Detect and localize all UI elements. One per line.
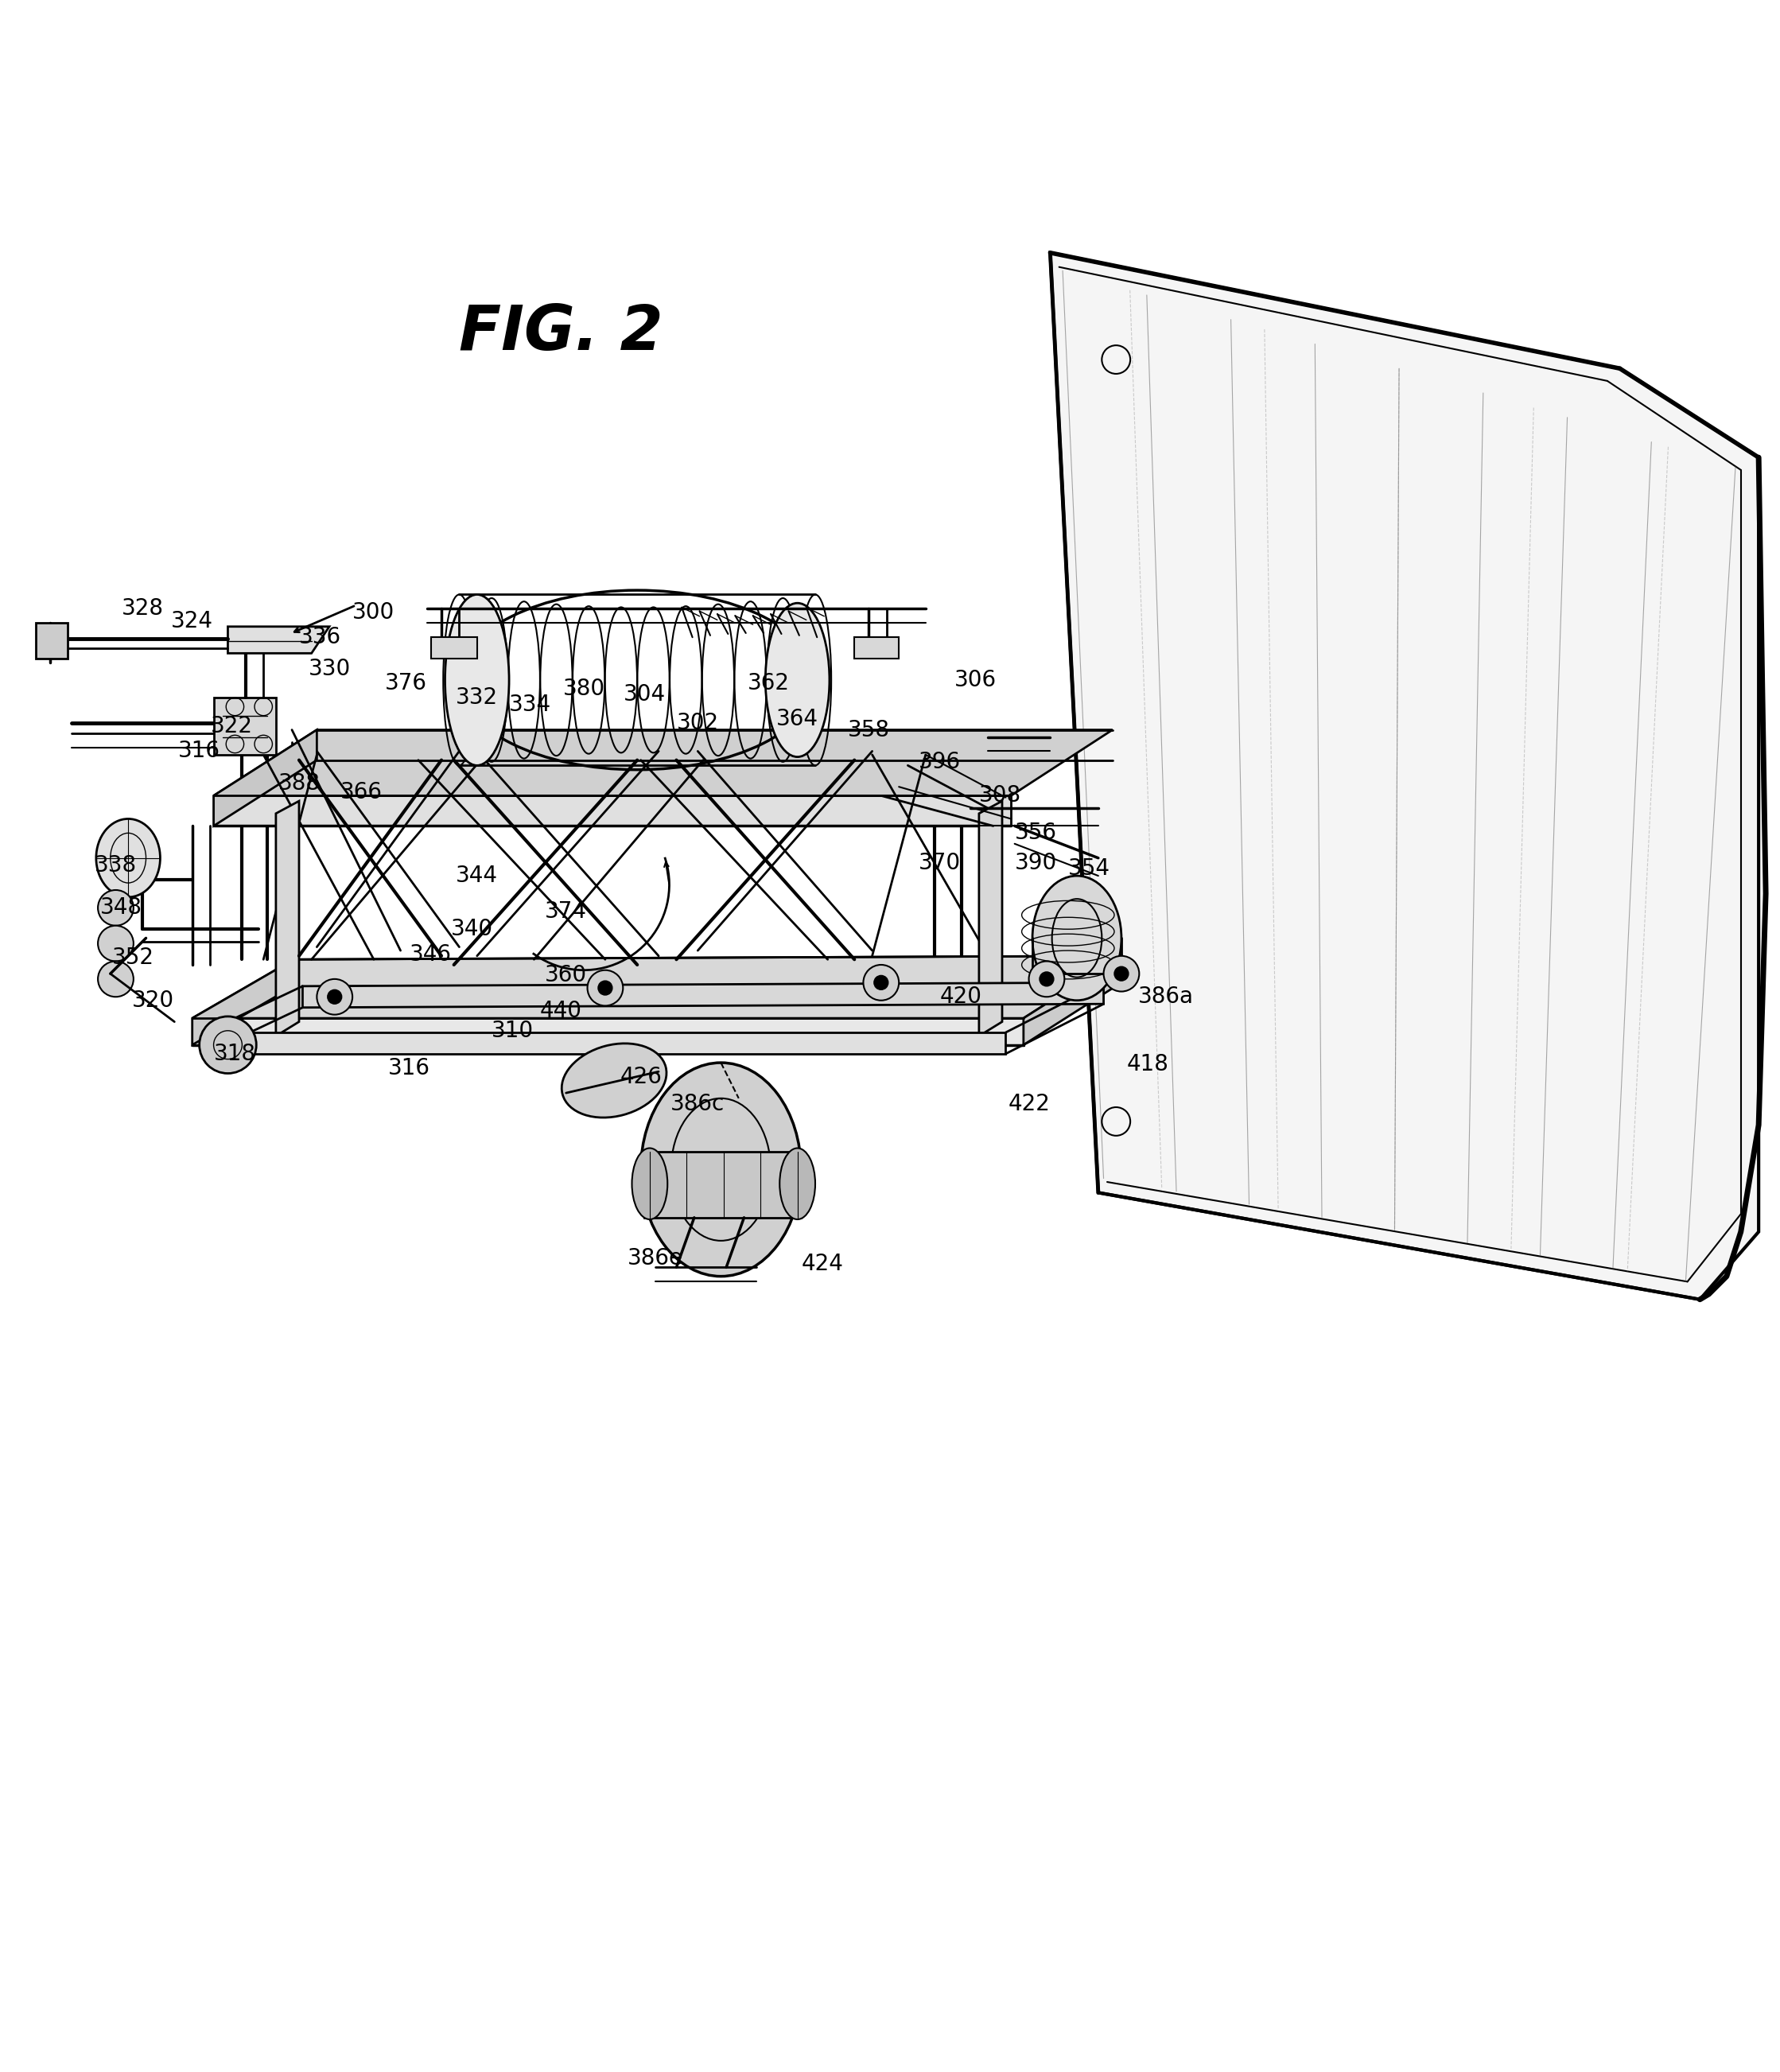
Polygon shape: [644, 1152, 801, 1218]
Ellipse shape: [641, 1063, 801, 1276]
Polygon shape: [1024, 955, 1121, 1044]
Polygon shape: [192, 1017, 1024, 1044]
Text: 386c: 386c: [671, 1092, 724, 1115]
Text: 362: 362: [748, 673, 790, 694]
Polygon shape: [228, 626, 329, 653]
Text: 308: 308: [979, 785, 1022, 806]
Text: 420: 420: [940, 986, 983, 1007]
Text: 318: 318: [214, 1042, 256, 1065]
Ellipse shape: [1029, 961, 1064, 997]
Text: 360: 360: [545, 963, 587, 986]
Polygon shape: [431, 638, 477, 659]
Text: 310: 310: [491, 1019, 534, 1042]
Text: 418: 418: [1127, 1053, 1169, 1075]
Ellipse shape: [199, 1017, 256, 1073]
Ellipse shape: [562, 1044, 666, 1117]
Text: 374: 374: [545, 899, 587, 922]
Text: 334: 334: [509, 694, 552, 717]
Polygon shape: [214, 729, 317, 827]
Text: 336: 336: [299, 626, 342, 649]
Ellipse shape: [587, 970, 623, 1005]
Ellipse shape: [863, 966, 899, 1001]
Text: 364: 364: [776, 709, 819, 729]
Text: 356: 356: [1015, 823, 1057, 843]
Text: 324: 324: [171, 609, 214, 632]
Text: 328: 328: [121, 597, 164, 620]
Text: 440: 440: [539, 1001, 582, 1021]
Ellipse shape: [632, 1148, 668, 1218]
Text: 370: 370: [918, 852, 961, 874]
Text: 424: 424: [801, 1254, 844, 1274]
Polygon shape: [214, 796, 1011, 827]
Text: 352: 352: [112, 947, 155, 970]
Text: 322: 322: [210, 715, 253, 738]
Text: 390: 390: [1015, 852, 1057, 874]
Text: 316: 316: [388, 1057, 431, 1080]
Polygon shape: [192, 955, 1121, 1017]
Ellipse shape: [1104, 955, 1139, 992]
Ellipse shape: [317, 980, 352, 1015]
Polygon shape: [214, 698, 276, 754]
Ellipse shape: [328, 990, 342, 1005]
Polygon shape: [854, 638, 899, 659]
Text: 376: 376: [384, 673, 427, 694]
Text: 348: 348: [100, 897, 142, 920]
Text: 330: 330: [308, 659, 351, 680]
Polygon shape: [276, 802, 299, 1036]
Ellipse shape: [1032, 876, 1121, 1001]
Ellipse shape: [874, 976, 888, 990]
Text: 338: 338: [94, 854, 137, 876]
Text: 354: 354: [1068, 858, 1111, 881]
Ellipse shape: [98, 961, 134, 997]
Ellipse shape: [598, 980, 612, 995]
Text: 344: 344: [456, 864, 498, 887]
Text: 366: 366: [340, 781, 383, 804]
Text: 300: 300: [352, 601, 395, 624]
Text: 358: 358: [847, 719, 890, 742]
Text: FIG. 2: FIG. 2: [459, 303, 662, 363]
Ellipse shape: [780, 1148, 815, 1218]
Ellipse shape: [96, 818, 160, 897]
Polygon shape: [1050, 253, 1759, 1299]
Text: 302: 302: [676, 711, 719, 733]
Text: 386e: 386e: [627, 1247, 684, 1270]
Text: 332: 332: [456, 686, 498, 709]
Ellipse shape: [98, 926, 134, 961]
Polygon shape: [303, 982, 1104, 1007]
Text: 380: 380: [562, 678, 605, 700]
Text: 386a: 386a: [1137, 986, 1194, 1007]
Text: 388: 388: [278, 773, 320, 794]
Polygon shape: [205, 1032, 1006, 1055]
Polygon shape: [979, 802, 1002, 1036]
Text: 320: 320: [132, 988, 174, 1011]
Ellipse shape: [765, 603, 829, 756]
Text: 422: 422: [1007, 1092, 1050, 1115]
Text: 340: 340: [450, 918, 493, 941]
Ellipse shape: [1040, 972, 1054, 986]
Text: 316: 316: [178, 740, 221, 762]
Text: 426: 426: [619, 1065, 662, 1088]
Ellipse shape: [1114, 966, 1129, 980]
Text: 396: 396: [918, 750, 961, 773]
Text: 306: 306: [954, 669, 997, 692]
Polygon shape: [36, 624, 68, 659]
Text: 304: 304: [623, 684, 666, 704]
Polygon shape: [192, 959, 294, 1044]
Text: 346: 346: [409, 943, 452, 966]
Ellipse shape: [445, 595, 509, 765]
Polygon shape: [214, 729, 1112, 796]
Ellipse shape: [98, 891, 134, 926]
